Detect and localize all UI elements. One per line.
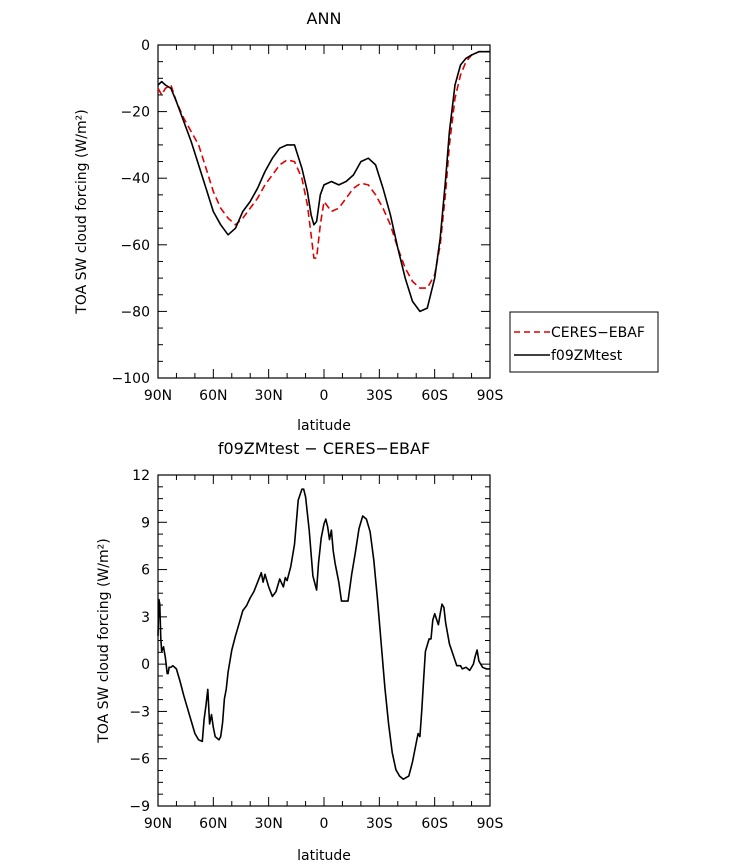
y-tick-label: −60 [120, 238, 150, 254]
y-tick-label: 0 [141, 38, 150, 54]
panel-top: ANN 90N 60N 30N 0 30S 60S 90S 0 −20 −40 −60 −80 −100 l… [74, 9, 503, 434]
x-tick-label: 60S [421, 816, 448, 832]
x-tick-label: 0 [320, 388, 329, 404]
y-tick-label: −80 [120, 304, 150, 320]
chart-title: f09ZMtest − CERES−EBAF [218, 439, 430, 458]
x-tick-label: 30N [255, 388, 283, 404]
y-tick-label: −3 [129, 704, 150, 720]
x-tick-label: 0 [320, 816, 329, 832]
series-line-ceres-ebaf [157, 50, 490, 289]
y-tick-label: 3 [141, 610, 150, 626]
x-tick-label: 30S [366, 388, 393, 404]
y-tick-label: −100 [112, 371, 150, 387]
y-tick-label: 9 [141, 515, 150, 531]
y-axis-label: TOA SW cloud forcing (W/m²) [96, 538, 112, 743]
x-tick-label: 30S [366, 816, 393, 832]
chart-title: ANN [307, 9, 342, 28]
y-tick-label: 6 [141, 563, 150, 579]
y-tick-label: 0 [141, 657, 150, 673]
x-tick-label: 60N [199, 388, 227, 404]
y-tick-label: −40 [120, 171, 150, 187]
legend-label-ceres: CERES−EBAF [551, 325, 645, 341]
legend-label-f09: f09ZMtest [551, 348, 623, 364]
legend: CERES−EBAF f09ZMtest [509, 311, 659, 373]
plot-frame [157, 44, 491, 379]
x-tick-label: 90S [477, 816, 504, 832]
series-line-f09zmtest [157, 50, 490, 313]
x-tick-label: 30N [255, 816, 283, 832]
x-tick-label: 60N [199, 816, 227, 832]
y-tick-label: −9 [129, 799, 150, 815]
x-tick-label: 60S [421, 388, 448, 404]
x-tick-label: 90S [477, 388, 504, 404]
x-tick-label: 90N [144, 816, 172, 832]
y-tick-label: −6 [129, 752, 150, 768]
x-axis-label: latitude [297, 418, 351, 434]
y-tick-label: 12 [132, 468, 150, 484]
y-axis-label: TOA SW cloud forcing (W/m²) [74, 109, 90, 314]
series-line-difference [157, 488, 490, 780]
legend-box [509, 311, 659, 373]
y-tick-label: −20 [120, 105, 150, 121]
x-axis-label: latitude [297, 848, 351, 864]
x-tick-label: 90N [144, 388, 172, 404]
